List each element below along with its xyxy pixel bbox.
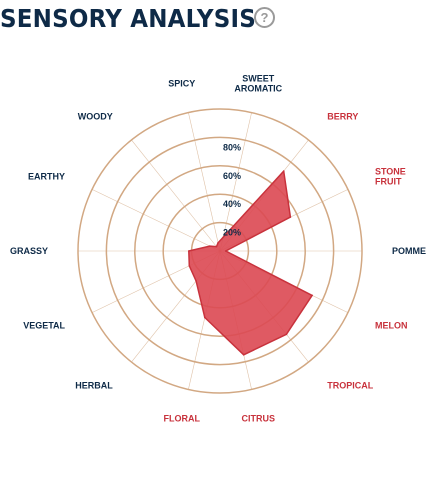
axis-label: CITRUS <box>242 414 276 424</box>
data-point <box>282 170 285 172</box>
data-point <box>187 250 190 252</box>
axis-label: VEGETAL <box>23 321 65 331</box>
data-point <box>215 245 218 248</box>
axis-label: BERRY <box>327 112 358 122</box>
data-point <box>311 294 313 297</box>
axis-label: SPICY <box>168 78 195 88</box>
axis-label: MELON <box>375 321 408 331</box>
data-point <box>242 354 245 356</box>
data-point <box>222 236 224 238</box>
data-area <box>188 170 313 356</box>
data-point <box>195 280 197 282</box>
page-title: SENSORY ANALYSIS <box>0 3 256 33</box>
data-point <box>224 250 227 252</box>
header: SENSORY ANALYSIS <box>0 0 278 36</box>
grid-spoke <box>219 112 252 252</box>
axis-label: SWEET AROMATIC <box>234 73 282 93</box>
data-point <box>217 241 219 244</box>
grid-spoke <box>131 139 221 252</box>
axis-label: TROPICAL <box>327 380 374 390</box>
data-point <box>285 333 288 336</box>
axis-label: POMME <box>392 246 426 256</box>
tick-label: 40% <box>223 199 241 209</box>
axis-label: GRASSY <box>10 246 48 256</box>
tick-label: 80% <box>223 142 241 152</box>
axis-label: STONE FRUIT <box>375 166 406 186</box>
help-icon[interactable]: ? <box>254 7 275 28</box>
tick-label: 60% <box>223 171 241 181</box>
axis-label: FLORAL <box>163 414 200 424</box>
axis-label: HERBAL <box>75 380 113 390</box>
data-point <box>204 316 206 319</box>
axis-label: WOODY <box>78 112 113 122</box>
tick-label: 20% <box>223 228 241 238</box>
data-point <box>208 245 211 247</box>
data-point <box>188 264 191 267</box>
grid-spoke <box>91 189 221 252</box>
axis-label: EARTHY <box>28 171 65 181</box>
grid-spoke <box>188 112 221 252</box>
data-point <box>289 216 292 218</box>
